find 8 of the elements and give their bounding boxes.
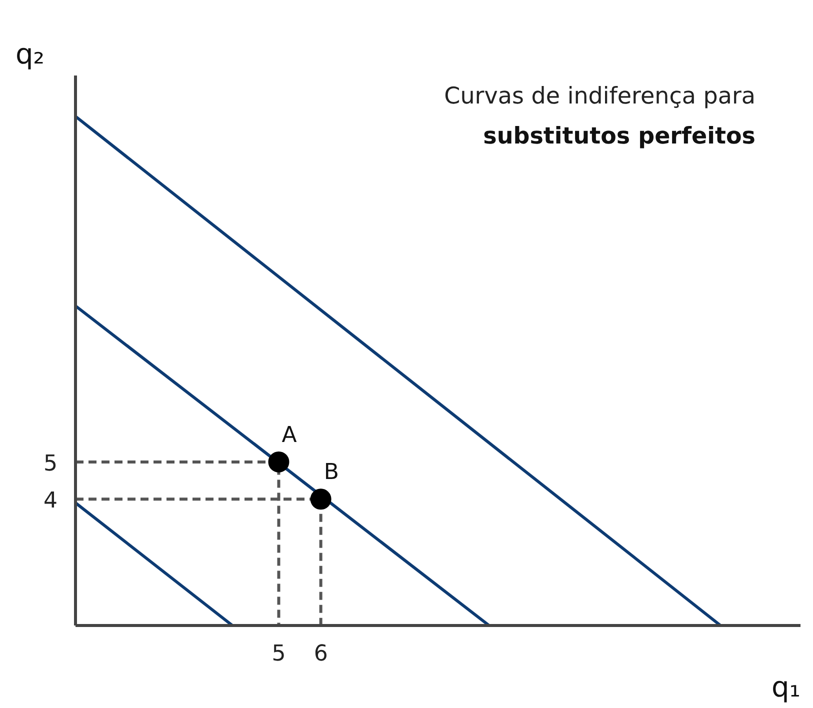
- x-tick-label: 6: [314, 642, 328, 666]
- annotation: A: [282, 422, 297, 448]
- text: substitutos perfeitos: [483, 124, 756, 150]
- x-axis-title: q₁: [772, 670, 800, 704]
- annotation: B: [324, 460, 339, 486]
- y-axis-title: q₂: [16, 38, 44, 70]
- y-tick-label: 4: [44, 488, 58, 514]
- chart-title: Curvas de indiferença para: [444, 84, 756, 110]
